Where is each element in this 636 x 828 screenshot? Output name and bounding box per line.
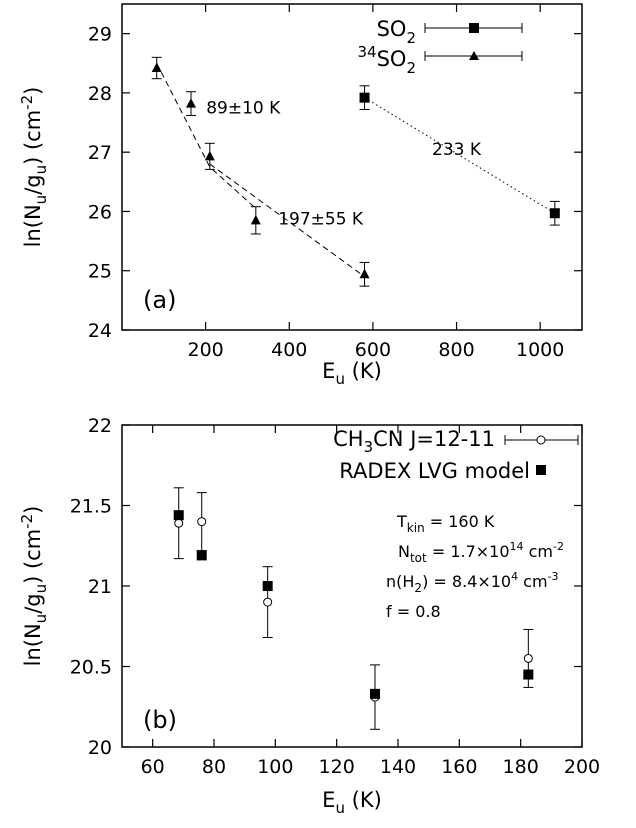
- y-axis-label-a: ln(Nu/gu) (cm-2): [18, 87, 50, 248]
- annotation: 233 K: [432, 140, 482, 160]
- y-tick-label: 24: [88, 320, 112, 342]
- x-tick-label: 60: [141, 756, 165, 778]
- fit-lines-a: [156, 63, 556, 278]
- square-marker: [173, 510, 184, 521]
- annotation: 197±55 K: [278, 209, 364, 229]
- square-marker: [196, 550, 207, 561]
- y-tick-label: 26: [88, 201, 112, 223]
- x-tick-label: 140: [380, 756, 416, 778]
- x-tick-label: 800: [438, 339, 474, 361]
- param-tkin: Tkin = 160 K: [396, 512, 495, 535]
- fit-line: [209, 163, 365, 278]
- axis-ticks-b: 60 80 100 120 140 160 180 200 20 20.5 21 21.5 22: [70, 415, 600, 778]
- square-marker: [262, 581, 273, 591]
- x-axis-label-a: Eu (K): [322, 359, 382, 388]
- data-points-a: [151, 56, 560, 287]
- fit-line: [156, 63, 257, 209]
- x-tick-label: 160: [441, 756, 477, 778]
- square-marker: [359, 92, 370, 103]
- legend-marker-34so2: [424, 51, 523, 61]
- annotations-a: 89±10 K 197±55 K 233 K: [206, 99, 482, 230]
- x-tick-label: 100: [257, 756, 293, 778]
- triangle-marker: [151, 62, 162, 73]
- plot-frame-a: [121, 3, 583, 331]
- y-tick-label: 20: [88, 737, 112, 759]
- fit-line: [364, 97, 556, 214]
- x-tick-label: 80: [202, 756, 226, 778]
- data-points-b: [173, 487, 534, 730]
- legend-label-ch3cn: CH3CN J=12-11: [333, 427, 495, 456]
- x-tick-label: 200: [564, 756, 600, 778]
- param-ntot: Ntot = 1.7×1014 cm-2: [398, 540, 564, 565]
- x-tick-label: 400: [271, 339, 307, 361]
- legend-label-radex: RADEX LVG model: [339, 459, 530, 483]
- legend-b: CH3CN J=12-11 RADEX LVG model: [333, 427, 579, 483]
- y-tick-label: 21: [88, 576, 112, 598]
- y-tick-label: 21.5: [70, 496, 112, 518]
- legend-label-34so2: 34SO2: [358, 43, 417, 77]
- legend-label-so2: SO2: [377, 17, 416, 47]
- panel-a: 200 400 600 800 1000 24 25 26 27 28 29 89±10 K 197±…: [18, 3, 583, 388]
- legend-marker-so2: [424, 23, 523, 33]
- axis-ticks-a: 200 400 600 800 1000 24 25 26 27 28 29: [88, 4, 582, 361]
- y-tick-label: 29: [88, 24, 112, 46]
- square-marker: [370, 688, 380, 699]
- legend-marker-radex: [536, 465, 546, 475]
- circle-marker: [174, 518, 184, 528]
- panel-label-a: (a): [143, 286, 176, 314]
- y-tick-label: 28: [88, 83, 112, 105]
- triangle-marker: [204, 150, 215, 161]
- model-params: Tkin = 160 K Ntot = 1.7×1014 cm-2 n(H2) …: [386, 512, 564, 621]
- x-tick-label: 120: [319, 756, 355, 778]
- panel-b: 60 80 100 120 140 160 180 200 20 20.5 21 21.5 22 (b)…: [18, 415, 600, 817]
- panel-label-b: (b): [143, 706, 177, 734]
- param-nh2: n(H2) = 8.4×104 cm-3: [386, 570, 559, 595]
- x-tick-label: 180: [503, 756, 539, 778]
- y-tick-label: 27: [88, 142, 112, 164]
- legend-marker-ch3cn: [504, 435, 579, 445]
- circle-marker: [263, 597, 273, 607]
- x-tick-label: 200: [188, 339, 224, 361]
- param-f: f = 0.8: [386, 602, 441, 621]
- y-axis-label-b: ln(Nu/gu) (cm-2): [18, 506, 50, 667]
- circle-marker: [197, 517, 207, 527]
- y-tick-label: 25: [88, 261, 112, 283]
- triangle-marker: [359, 268, 370, 279]
- triangle-marker: [186, 98, 196, 108]
- y-tick-label: 22: [88, 415, 112, 437]
- x-axis-label-b: Eu (K): [322, 788, 382, 817]
- x-tick-label: 1000: [516, 339, 564, 361]
- square-marker: [523, 669, 534, 680]
- x-tick-label: 600: [355, 339, 391, 361]
- triangle-marker: [250, 214, 261, 225]
- circle-marker: [523, 653, 533, 663]
- legend-a: SO2 34SO2: [358, 17, 523, 77]
- square-marker: [549, 208, 560, 219]
- y-tick-label: 20.5: [70, 657, 112, 679]
- annotation: 89±10 K: [206, 99, 281, 119]
